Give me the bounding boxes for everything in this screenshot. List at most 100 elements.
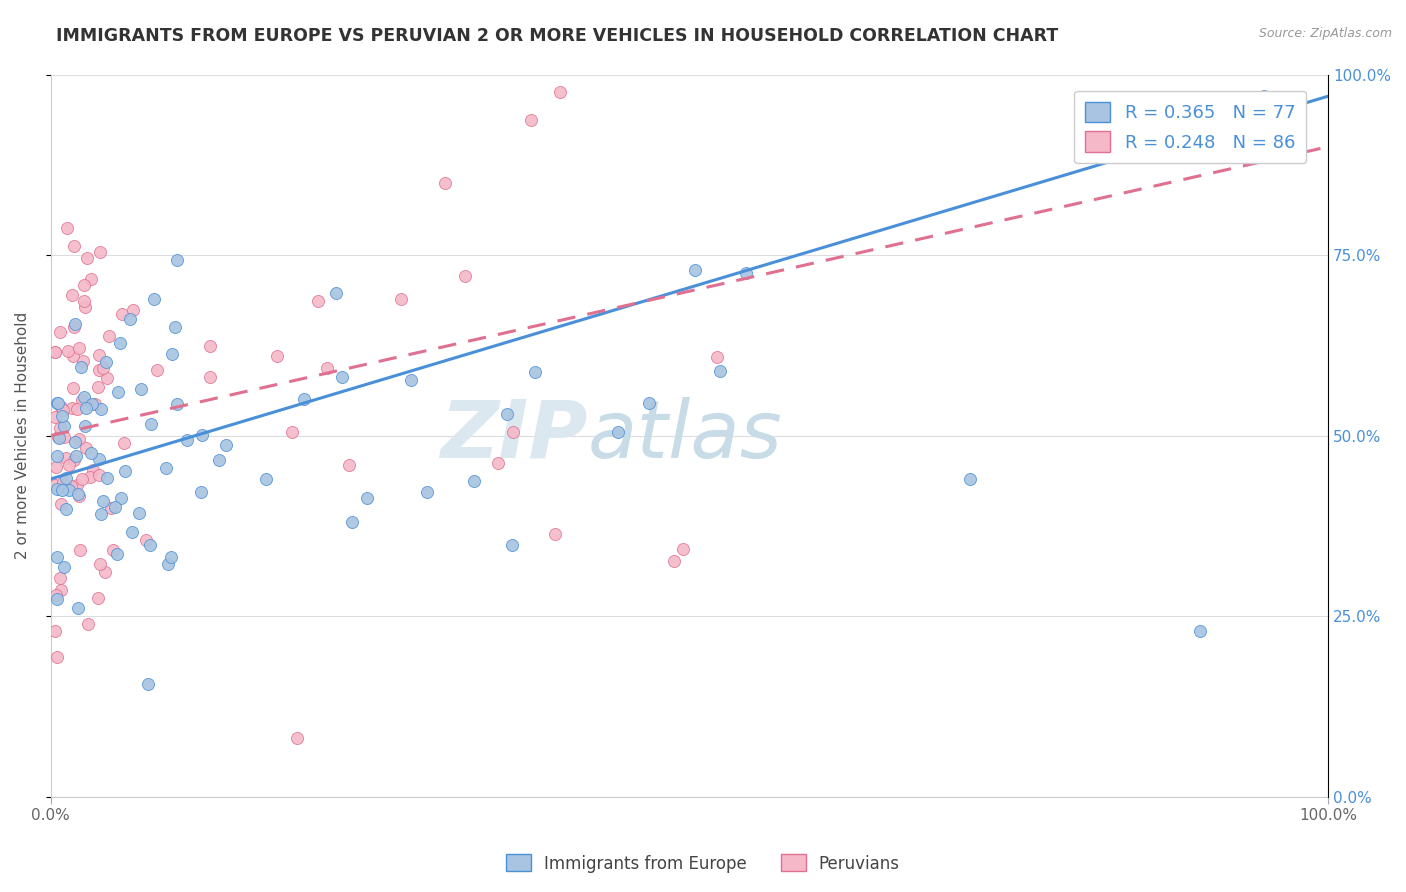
Point xyxy=(56,220,79,235)
Point xyxy=(79,470,101,484)
Text: IMMIGRANTS FROM EUROPE VS PERUVIAN 2 OR MORE VEHICLES IN HOUSEHOLD CORRELATION C: IMMIGRANTS FROM EUROPE VS PERUVIAN 2 OR … xyxy=(56,27,1059,45)
Point xyxy=(356,491,378,505)
Point xyxy=(52,559,75,574)
Point xyxy=(44,624,66,638)
Point xyxy=(101,543,124,558)
Point xyxy=(82,463,104,477)
Point xyxy=(55,450,77,465)
Point xyxy=(107,385,129,400)
Point xyxy=(73,418,96,433)
Point xyxy=(671,541,693,556)
Point xyxy=(52,419,75,434)
Point xyxy=(129,382,152,396)
Point xyxy=(90,402,112,417)
Point xyxy=(325,285,347,300)
Point xyxy=(49,582,72,597)
Point xyxy=(337,458,360,472)
Point xyxy=(44,410,66,425)
Point xyxy=(163,319,186,334)
Point xyxy=(84,397,107,411)
Point xyxy=(330,369,353,384)
Point xyxy=(138,538,160,552)
Point xyxy=(73,390,96,404)
Point xyxy=(62,320,84,334)
Point xyxy=(160,550,183,565)
Point xyxy=(66,402,89,417)
Text: atlas: atlas xyxy=(588,397,782,475)
Point xyxy=(544,527,567,541)
Point xyxy=(111,307,134,321)
Point xyxy=(46,591,69,606)
Point xyxy=(46,396,69,410)
Point xyxy=(91,360,114,375)
Point xyxy=(166,397,188,411)
Point xyxy=(94,566,117,580)
Point xyxy=(49,421,72,435)
Point xyxy=(94,355,117,369)
Point xyxy=(73,294,96,309)
Point xyxy=(191,428,214,442)
Text: Source: ZipAtlas.com: Source: ZipAtlas.com xyxy=(1258,27,1392,40)
Point xyxy=(155,461,177,475)
Y-axis label: 2 or more Vehicles in Household: 2 or more Vehicles in Household xyxy=(15,312,30,559)
Point xyxy=(112,436,135,450)
Point xyxy=(114,464,136,478)
Point xyxy=(87,362,110,376)
Point xyxy=(62,380,84,394)
Point xyxy=(166,253,188,268)
Point xyxy=(100,501,122,516)
Point xyxy=(49,401,72,415)
Point xyxy=(121,524,143,539)
Point xyxy=(76,251,98,265)
Point xyxy=(1253,89,1275,103)
Point xyxy=(292,392,315,407)
Point xyxy=(486,456,509,470)
Point xyxy=(143,292,166,306)
Point xyxy=(89,558,111,572)
Point xyxy=(87,348,110,362)
Point xyxy=(706,350,728,364)
Point xyxy=(285,731,308,746)
Point xyxy=(48,571,70,585)
Point xyxy=(75,300,97,314)
Point xyxy=(520,112,543,127)
Point xyxy=(118,312,141,326)
Text: ZIP: ZIP xyxy=(440,397,588,475)
Point xyxy=(89,244,111,259)
Point xyxy=(65,435,87,450)
Point xyxy=(60,288,83,302)
Point xyxy=(959,472,981,486)
Point xyxy=(62,401,84,416)
Point xyxy=(58,483,80,498)
Point xyxy=(254,472,277,486)
Point xyxy=(307,294,329,309)
Point xyxy=(87,380,110,394)
Point xyxy=(208,453,231,467)
Point xyxy=(496,407,519,421)
Point xyxy=(454,268,477,283)
Point xyxy=(198,338,221,352)
Point xyxy=(77,617,100,632)
Point xyxy=(58,458,80,473)
Point xyxy=(135,533,157,547)
Point xyxy=(80,397,103,411)
Point xyxy=(176,433,198,447)
Point xyxy=(52,402,75,417)
Point xyxy=(110,491,132,505)
Point xyxy=(215,438,238,452)
Point xyxy=(1189,624,1212,638)
Point xyxy=(45,460,67,475)
Point xyxy=(45,588,67,602)
Point xyxy=(72,393,94,408)
Point xyxy=(315,360,337,375)
Point xyxy=(80,272,103,286)
Point xyxy=(70,360,93,375)
Point xyxy=(136,677,159,691)
Point xyxy=(63,453,86,467)
Point xyxy=(463,475,485,489)
Point xyxy=(70,472,93,486)
Point xyxy=(87,591,110,605)
Point xyxy=(67,489,90,503)
Point xyxy=(52,430,75,444)
Point xyxy=(48,431,70,445)
